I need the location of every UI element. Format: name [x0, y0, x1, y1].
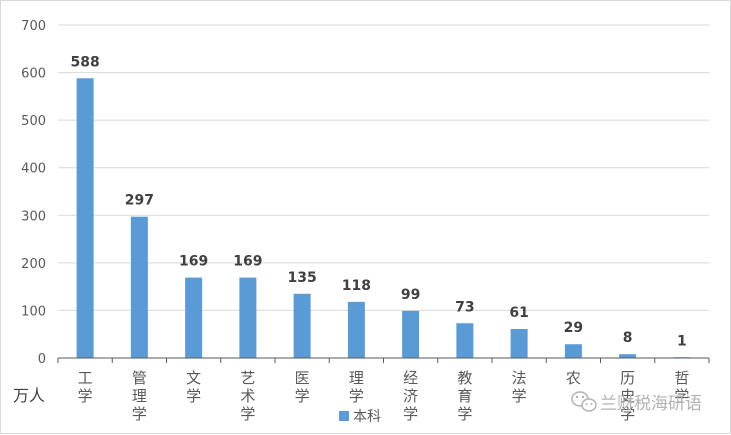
x-tick-label: 艺术学: [240, 369, 255, 423]
bar: [76, 78, 94, 358]
bar: [185, 277, 203, 358]
bar: [130, 216, 148, 358]
bar: [510, 328, 528, 358]
data-label: 73: [455, 299, 474, 315]
legend-label: 本科: [353, 409, 381, 425]
data-label: 297: [125, 193, 154, 209]
data-label: 29: [564, 320, 583, 336]
data-label: 8: [623, 330, 633, 346]
bar: [347, 301, 365, 358]
x-tick-label: 理学: [349, 369, 364, 405]
data-label: 61: [509, 305, 528, 321]
x-tick-label: 教育学: [457, 369, 472, 423]
y-tick-label: 700: [21, 19, 46, 34]
legend: 本科: [339, 409, 381, 425]
y-tick-label: 500: [21, 114, 46, 129]
x-tick-label: 管理学: [132, 369, 147, 423]
bars: [76, 78, 691, 358]
x-tick-label: 文学: [186, 369, 201, 405]
legend-swatch: [339, 411, 349, 421]
x-tick-label: 法学: [512, 369, 527, 405]
watermark: 兰财税海研语: [571, 391, 702, 414]
bar: [619, 354, 637, 358]
wechat-icon: [571, 391, 597, 412]
data-label: 169: [233, 254, 262, 270]
axes: 0 100 200 300 400 500 600 700 工学 管理学 文学 艺术学 医学 理学 经济学 教…: [21, 19, 710, 423]
y-tick-label: 200: [21, 257, 46, 272]
watermark-text: 兰财税海研语: [600, 394, 702, 414]
bar: [293, 293, 311, 358]
x-tick-label: 历史学: [620, 369, 635, 423]
y-tick-label: 400: [21, 162, 46, 177]
data-label: 169: [179, 254, 208, 270]
data-label: 99: [401, 287, 420, 303]
bar: [564, 344, 582, 358]
bar: [402, 310, 420, 358]
bar: [239, 277, 257, 358]
x-tick-label: 医学: [295, 369, 310, 405]
y-tick-label: 600: [21, 67, 46, 82]
data-label: 118: [342, 278, 371, 294]
data-labels: 588 297 169 169 135 118 99 73 61 29 8 1: [71, 54, 687, 349]
y-axis-unit-label: 万人: [13, 386, 45, 405]
data-label: 588: [71, 54, 100, 70]
x-tick-label: 经济学: [403, 369, 418, 423]
bar: [456, 323, 474, 358]
y-tick-label: 0: [38, 352, 46, 367]
data-label: 135: [288, 270, 317, 286]
x-tick-label: 工学: [78, 369, 93, 405]
data-label: 1: [677, 334, 687, 350]
x-tick-label: 农: [566, 369, 581, 387]
gridlines: [58, 24, 709, 311]
x-tick-label: 哲学: [674, 369, 689, 405]
y-tick-label: 100: [21, 304, 46, 319]
y-tick-label: 300: [21, 209, 46, 224]
